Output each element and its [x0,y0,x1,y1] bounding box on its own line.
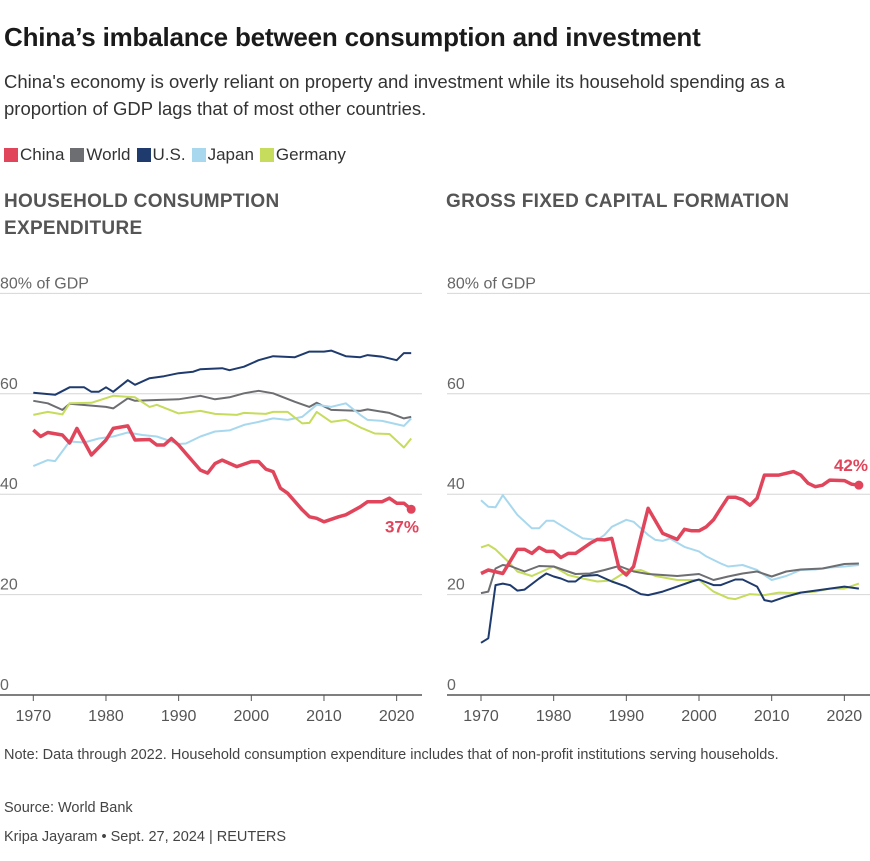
chart-title: China’s imbalance between consumption an… [4,22,701,52]
capital-formation-chart: 0 20 40 60 80% of GDP 1970 1980 1990 2000 2010 202… [447,275,870,725]
series-line-us [33,349,412,396]
series-line-world [33,389,412,420]
series-line-china [32,424,413,524]
series-line-china [480,469,860,577]
x-tick-label: 2010 [754,708,790,725]
legend-swatch [70,148,85,162]
china-end-point [406,504,416,514]
y-tick-label: 40 [447,476,465,493]
y-tick-label: 80% of GDP [447,275,536,292]
series-line-us [480,572,860,644]
legend: China World U.S. Japan Germany [4,145,348,165]
china-end-label: 42% [834,456,868,475]
x-tick-label: 1970 [463,708,499,725]
y-tick-label: 0 [0,677,9,694]
left-chart-title: HOUSEHOLD CONSUMPTION EXPENDITURE [4,191,280,239]
right-chart-title: GROSS FIXED CAPITAL FORMATION [446,191,790,212]
series-line-japan [480,494,860,581]
legend-swatch [191,148,206,162]
x-tick-label: 2020 [827,708,863,725]
x-tick-label: 2020 [379,708,415,725]
byline: Kripa Jayaram • Sept. 27, 2024 | REUTERS [4,829,287,845]
legend-label: China [20,145,65,164]
legend-swatch [259,148,274,162]
legend-label: U.S. [152,145,186,164]
china-end-label: 37% [385,517,419,536]
legend-item: Japan [191,145,254,165]
legend-swatch [4,148,18,162]
x-tick-label: 2000 [234,708,270,725]
legend-item: Germany [259,145,346,165]
x-tick-label: 1970 [16,708,52,725]
x-tick-label: 1990 [161,708,197,725]
y-tick-label: 80% of GDP [0,275,89,292]
x-tick-label: 1990 [609,708,645,725]
x-tick-label: 1980 [88,708,124,725]
legend-label: Japan [207,145,254,164]
x-tick-label: 1980 [536,708,572,725]
series-line-japan [32,402,412,468]
legend-swatch [136,148,151,162]
legend-item: World [70,145,131,165]
y-tick-label: 40 [0,476,18,493]
chart-subtitle: China's economy is overly reliant on pro… [4,71,785,119]
legend-label: Germany [275,145,346,164]
y-tick-label: 60 [447,376,465,393]
legend-item: China [4,145,64,165]
y-tick-label: 20 [447,577,465,594]
legend-label: World [86,145,131,164]
legend-item: U.S. [136,145,186,165]
y-tick-label: 60 [0,376,18,393]
china-end-point [854,480,864,490]
note: Note: Data through 2022. Household consu… [4,747,779,763]
series-line-world [480,562,859,595]
y-tick-label: 20 [0,577,18,594]
x-tick-label: 2000 [681,708,717,725]
household-consumption-chart: 0 20 40 60 80% of GDP 1970 1980 1990 2000 2010 202… [0,275,422,725]
series-line-germany [33,394,412,449]
series-line-germany [480,543,860,601]
source: Source: World Bank [4,800,133,816]
x-tick-label: 2010 [306,708,342,725]
y-tick-label: 0 [447,677,456,694]
